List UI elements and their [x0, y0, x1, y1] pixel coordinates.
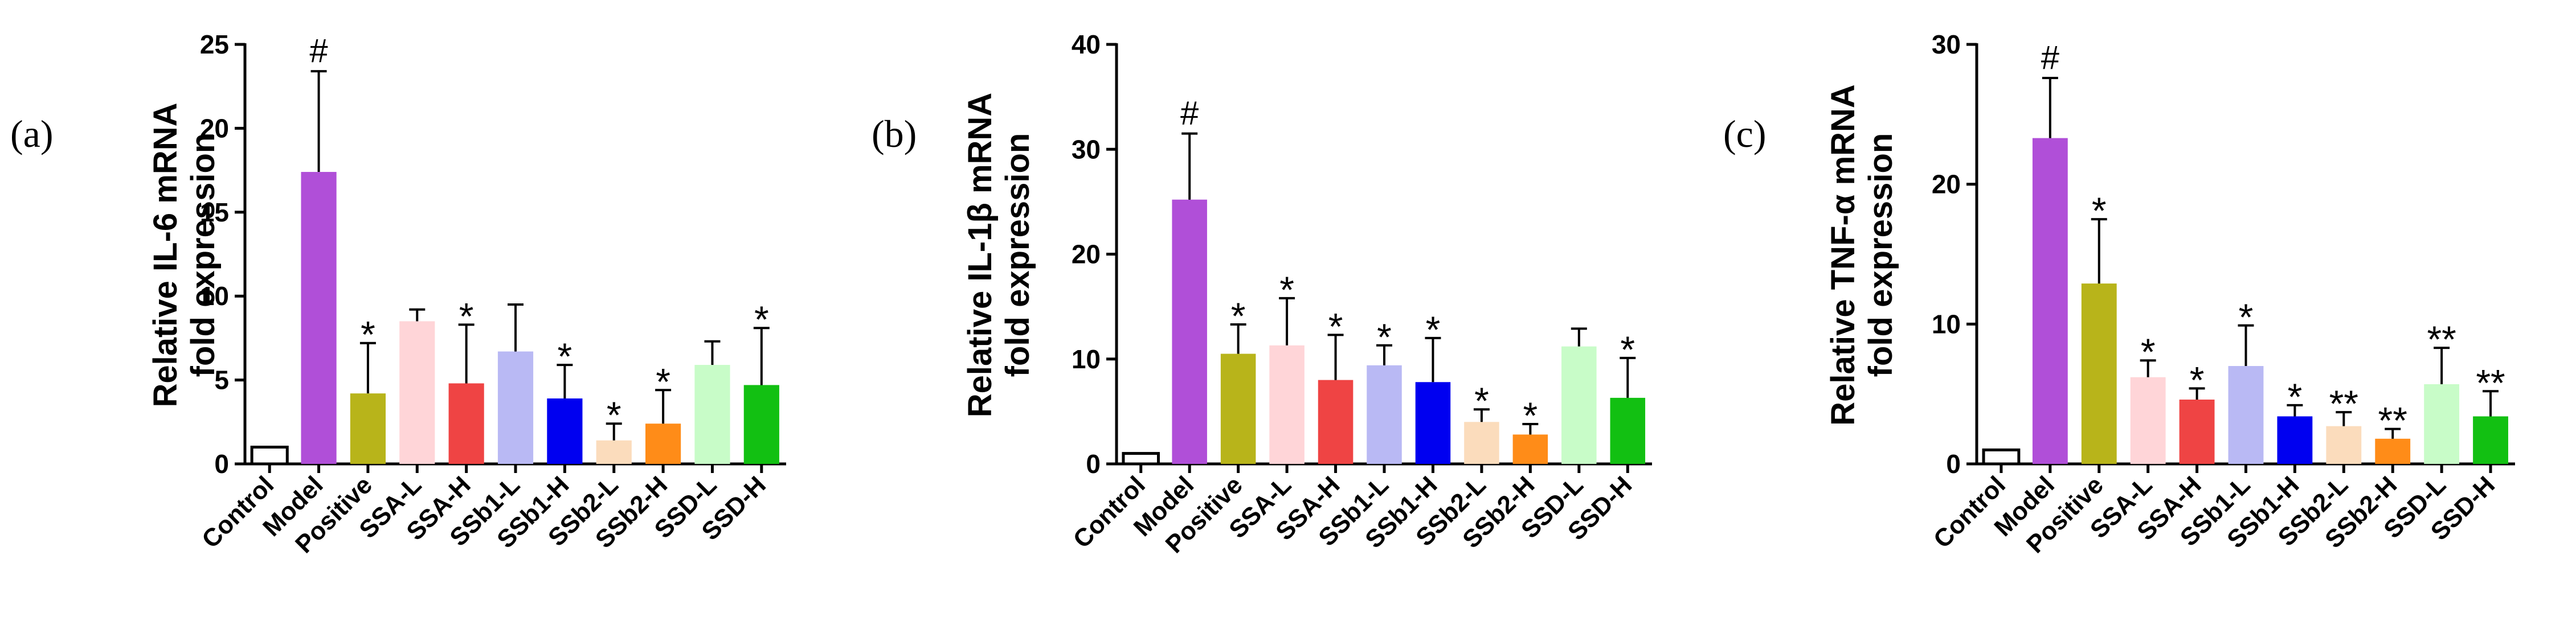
bar-ssa-l: [2130, 377, 2166, 464]
y-tick-label: 10: [200, 281, 229, 311]
y-axis-title-line: Relative TNF-α mRNA: [1825, 84, 1862, 426]
bar-ssd-h: [2473, 416, 2508, 464]
bar-positive: [1220, 353, 1256, 464]
y-axis-title: Relative IL-6 mRNAfold expression: [147, 102, 222, 407]
significance-mark: *: [2190, 359, 2205, 401]
significance-mark: *: [1279, 269, 1294, 311]
panel-label: (c): [1723, 112, 1766, 155]
panel-label: (a): [10, 112, 53, 155]
panel-label: (b): [872, 112, 917, 155]
significance-mark: *: [2141, 331, 2156, 373]
significance-mark: *: [656, 360, 670, 402]
bar-control: [1982, 448, 2021, 466]
y-tick-label: 10: [1072, 344, 1101, 374]
significance-mark: *: [607, 394, 621, 436]
y-tick-label: 0: [214, 449, 229, 479]
bar-ssa-l: [1269, 345, 1305, 464]
significance-mark: *: [361, 314, 375, 356]
y-axis-title-line: fold expression: [999, 133, 1036, 377]
significance-mark: **: [2378, 400, 2407, 442]
significance-mark: *: [1474, 380, 1489, 422]
significance-mark: *: [1426, 309, 1441, 351]
bar-ssb1-l: [2228, 366, 2264, 464]
bar-model: [1172, 199, 1207, 464]
y-tick-label: 25: [200, 30, 229, 59]
y-tick-label: 30: [1072, 134, 1101, 164]
y-axis-title-line: Relative IL-6 mRNA: [147, 102, 184, 407]
significance-mark: **: [2427, 318, 2456, 360]
bar-ssb2-h: [1512, 434, 1548, 464]
y-tick-label: 30: [1932, 30, 1961, 59]
significance-mark: #: [309, 32, 328, 69]
bar-ssb2-h: [2375, 438, 2411, 464]
bar-model: [2032, 138, 2068, 464]
panel-c: (c) Relative TNF-α mRNAfold expression 0 10…: [1723, 30, 2515, 558]
y-tick-label: 15: [200, 198, 229, 227]
bar-ssd-h: [743, 385, 779, 464]
bar-ssd-l: [1561, 346, 1597, 464]
y-tick-label: 20: [200, 113, 229, 143]
bar-ssa-h: [1318, 380, 1354, 464]
bar-ssd-l: [2424, 384, 2460, 464]
bar-positive: [2081, 283, 2117, 464]
bar-model: [301, 172, 337, 464]
y-tick-label: 0: [1946, 449, 1961, 479]
y-tick-label: 10: [1932, 309, 1961, 339]
y-axis-title: Relative TNF-α mRNAfold expression: [1825, 84, 1899, 426]
bar-ssb1-h: [2277, 416, 2313, 464]
significance-mark: *: [1620, 328, 1635, 371]
y-tick-label: 5: [214, 365, 229, 395]
y-axis-title-line: fold expression: [185, 133, 222, 377]
significance-mark: *: [1377, 316, 1392, 358]
bar-ssb1-h: [547, 398, 583, 464]
bar-ssb2-h: [645, 423, 681, 464]
significance-mark: *: [558, 335, 573, 377]
bar-ssb1-l: [497, 351, 534, 464]
panel-b: (b) Relative IL-1β mRNAfold expression 0 10…: [872, 30, 1652, 558]
y-tick-label: 20: [1932, 170, 1961, 199]
significance-mark: **: [2476, 361, 2505, 404]
y-axis-title-line: Relative IL-1β mRNA: [962, 93, 999, 417]
y-tick-label: 0: [1086, 449, 1101, 479]
significance-mark: *: [754, 298, 769, 340]
y-tick-label: 20: [1072, 240, 1101, 269]
y-axis-title-line: fold expression: [1862, 133, 1899, 377]
bar-ssb2-l: [1464, 422, 1499, 464]
bar-control: [250, 446, 289, 466]
significance-mark: *: [1231, 295, 1246, 337]
bar-ssb1-h: [1415, 382, 1451, 464]
bar-ssb1-l: [1367, 365, 1402, 464]
bar-ssa-l: [399, 321, 435, 464]
significance-mark: **: [2329, 383, 2358, 425]
bar-ssd-l: [694, 365, 730, 464]
bar-ssb2-l: [2326, 426, 2362, 464]
y-axis-title: Relative IL-1β mRNAfold expression: [962, 93, 1036, 417]
significance-mark: *: [2092, 190, 2107, 232]
panel-a: (a) Relative IL-6 mRNAfold expression 0 5 10…: [10, 30, 786, 558]
significance-mark: *: [1328, 305, 1343, 347]
significance-mark: #: [1180, 95, 1199, 132]
bar-positive: [350, 393, 386, 464]
bar-ssa-h: [2179, 399, 2215, 464]
significance-mark: #: [2041, 39, 2059, 76]
bar-ssb2-l: [596, 440, 632, 464]
significance-mark: *: [2239, 296, 2254, 338]
significance-mark: *: [1523, 394, 1538, 437]
bar-ssa-h: [448, 383, 484, 464]
y-tick-label: 40: [1072, 30, 1101, 59]
bar-control: [1122, 452, 1160, 466]
bar-ssd-h: [1610, 397, 1646, 464]
significance-mark: *: [459, 295, 474, 337]
significance-mark: *: [2288, 376, 2303, 418]
